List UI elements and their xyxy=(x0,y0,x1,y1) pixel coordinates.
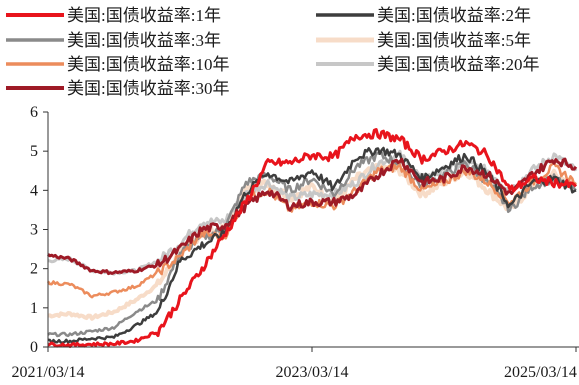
series-line-7 xyxy=(47,157,578,276)
y-tick-label: 3 xyxy=(30,222,38,239)
legend-label-2: 美国:国债收益率:2年 xyxy=(377,6,531,25)
legend-label-5: 美国:国债收益率:10年 xyxy=(67,55,229,74)
x-tick-label: 2023/03/14 xyxy=(276,364,349,381)
x-tick-group: 2021/03/14 2023/03/14 2025/03/14 xyxy=(12,347,577,381)
series-line-5 xyxy=(46,161,577,299)
plot-area: 0 1 2 3 4 5 6 2021/03/14 2023/03/14 2025/03/14 xyxy=(12,104,579,381)
y-tick-label: 5 xyxy=(30,143,38,160)
legend-label-7: 美国:国债收益率:30年 xyxy=(67,79,229,98)
x-tick-label: 2021/03/14 xyxy=(12,364,85,381)
legend-label-1: 美国:国债收益率:1年 xyxy=(67,6,221,25)
legend-label-6: 美国:国债收益率:20年 xyxy=(377,55,539,74)
series-line-4 xyxy=(47,161,578,321)
y-tick-label: 0 xyxy=(30,339,38,356)
legend-label-3: 美国:国债收益率:3年 xyxy=(67,31,221,50)
y-tick-group: 0 1 2 3 4 5 6 xyxy=(30,104,48,356)
y-tick-label: 4 xyxy=(30,182,38,199)
series-line-1 xyxy=(47,128,578,348)
y-tick-label: 6 xyxy=(30,104,38,121)
series-line-2 xyxy=(47,146,577,344)
x-tick-label: 2025/03/14 xyxy=(504,364,577,381)
legend-label-4: 美国:国债收益率:5年 xyxy=(377,31,531,50)
series-layer xyxy=(46,128,578,348)
y-tick-label: 2 xyxy=(30,261,38,278)
y-tick-label: 1 xyxy=(30,300,38,317)
